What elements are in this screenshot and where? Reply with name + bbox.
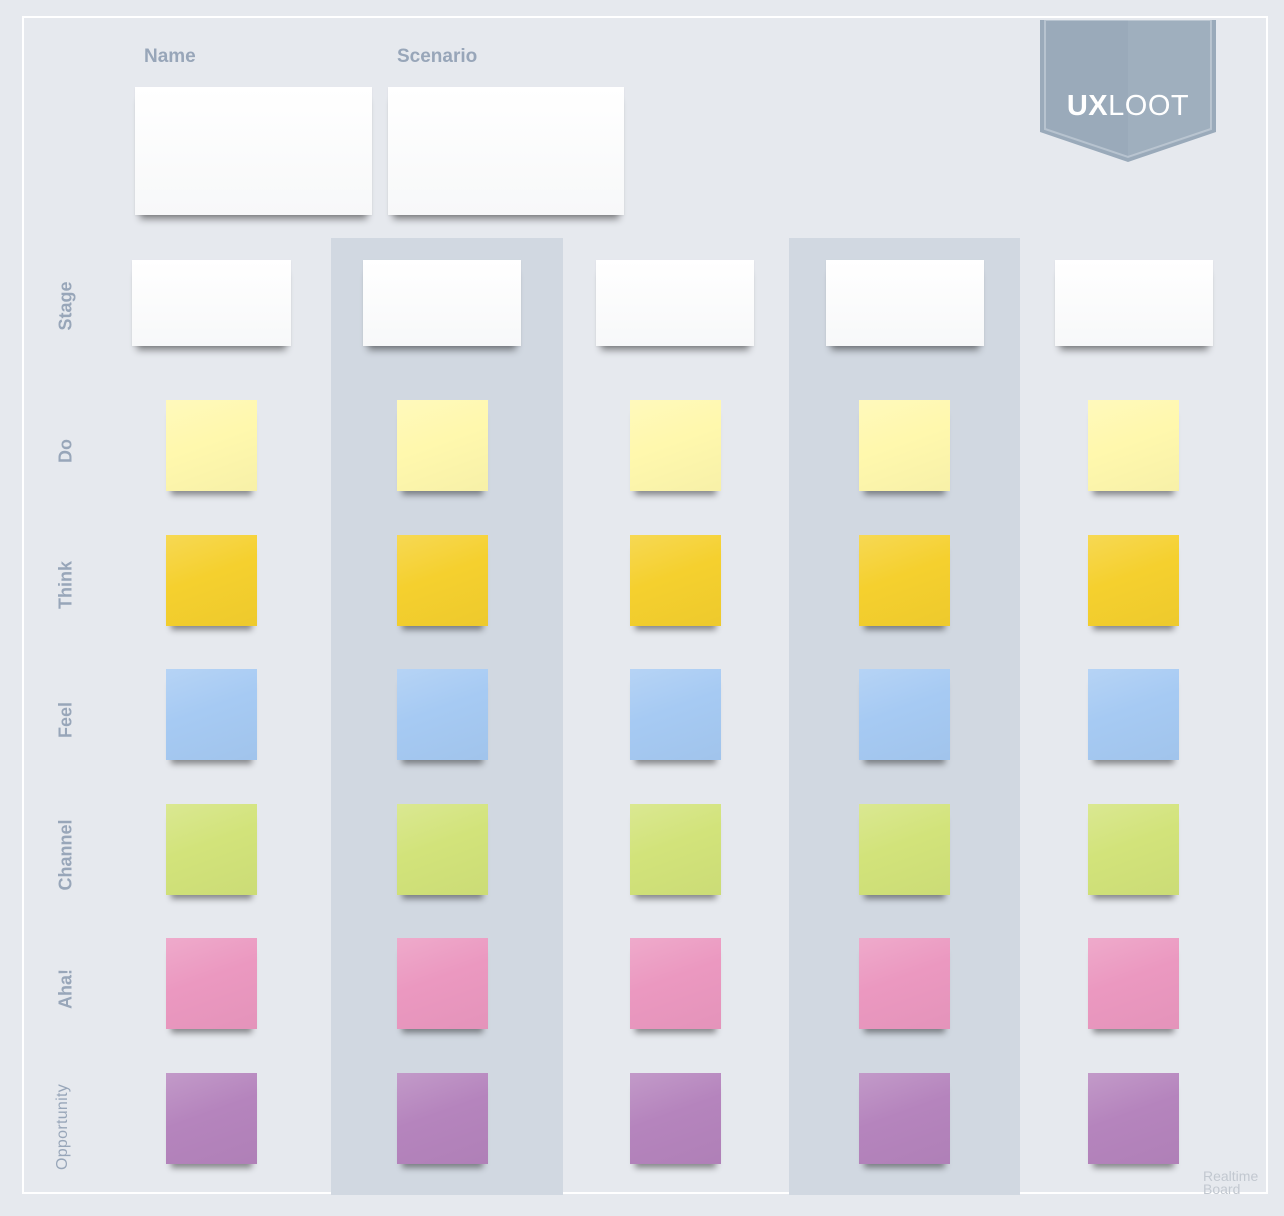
- realtimeboard-watermark: Realtime Board: [1203, 1168, 1259, 1197]
- stage-paper[interactable]: [826, 260, 984, 346]
- sticky-note-feel[interactable]: [166, 669, 257, 760]
- stage-paper[interactable]: [363, 260, 521, 346]
- sticky-note-do[interactable]: [166, 400, 257, 491]
- watermark-line-1: Realtime: [1203, 1168, 1259, 1184]
- sticky-note-opportunity[interactable]: [630, 1073, 721, 1164]
- sticky-note-channel[interactable]: [166, 804, 257, 895]
- logo-badge-shape: [1040, 19, 1216, 162]
- sticky-note-do[interactable]: [1088, 400, 1179, 491]
- sticky-note-feel[interactable]: [1088, 669, 1179, 760]
- logo-text: UXLOOT: [1040, 90, 1216, 123]
- sticky-note-channel[interactable]: [859, 804, 950, 895]
- logo-text-bold: UX: [1066, 90, 1109, 122]
- watermark-line-2: Board: [1203, 1181, 1241, 1197]
- row-label-feel: Feel: [55, 701, 76, 739]
- sticky-note-opportunity[interactable]: [859, 1073, 950, 1164]
- name-label: Name: [144, 46, 196, 67]
- sticky-note-feel[interactable]: [397, 669, 488, 760]
- sticky-note-opportunity[interactable]: [397, 1073, 488, 1164]
- sticky-note-feel[interactable]: [630, 669, 721, 760]
- row-label-think: Think: [55, 561, 76, 609]
- sticky-note-aha[interactable]: [859, 938, 950, 1029]
- sticky-note-think[interactable]: [397, 535, 488, 626]
- sticky-note-think[interactable]: [1088, 535, 1179, 626]
- row-label-stage: Stage: [55, 281, 76, 331]
- row-label-aha: Aha!: [55, 969, 76, 1009]
- sticky-note-aha[interactable]: [630, 938, 721, 1029]
- sticky-note-do[interactable]: [859, 400, 950, 491]
- stage-paper[interactable]: [132, 260, 291, 346]
- row-label-opportunity: Opportunity: [54, 1083, 71, 1171]
- sticky-note-feel[interactable]: [859, 669, 950, 760]
- stage-paper[interactable]: [596, 260, 754, 346]
- scenario-paper[interactable]: [388, 87, 624, 215]
- sticky-note-opportunity[interactable]: [1088, 1073, 1179, 1164]
- row-label-do: Do: [55, 439, 76, 463]
- sticky-note-channel[interactable]: [1088, 804, 1179, 895]
- uxloot-logo: UXLOOT: [1040, 19, 1216, 162]
- sticky-note-do[interactable]: [397, 400, 488, 491]
- row-label-channel: Channel: [55, 819, 76, 891]
- sticky-note-aha[interactable]: [1088, 938, 1179, 1029]
- sticky-note-think[interactable]: [630, 535, 721, 626]
- sticky-note-think[interactable]: [166, 535, 257, 626]
- sticky-note-channel[interactable]: [397, 804, 488, 895]
- name-paper[interactable]: [135, 87, 372, 215]
- sticky-note-aha[interactable]: [166, 938, 257, 1029]
- sticky-note-opportunity[interactable]: [166, 1073, 257, 1164]
- scenario-label: Scenario: [397, 46, 478, 67]
- sticky-note-channel[interactable]: [630, 804, 721, 895]
- stage-paper[interactable]: [1055, 260, 1213, 346]
- sticky-note-think[interactable]: [859, 535, 950, 626]
- logo-text-light: LOOT: [1108, 90, 1190, 122]
- sticky-note-do[interactable]: [630, 400, 721, 491]
- sticky-note-aha[interactable]: [397, 938, 488, 1029]
